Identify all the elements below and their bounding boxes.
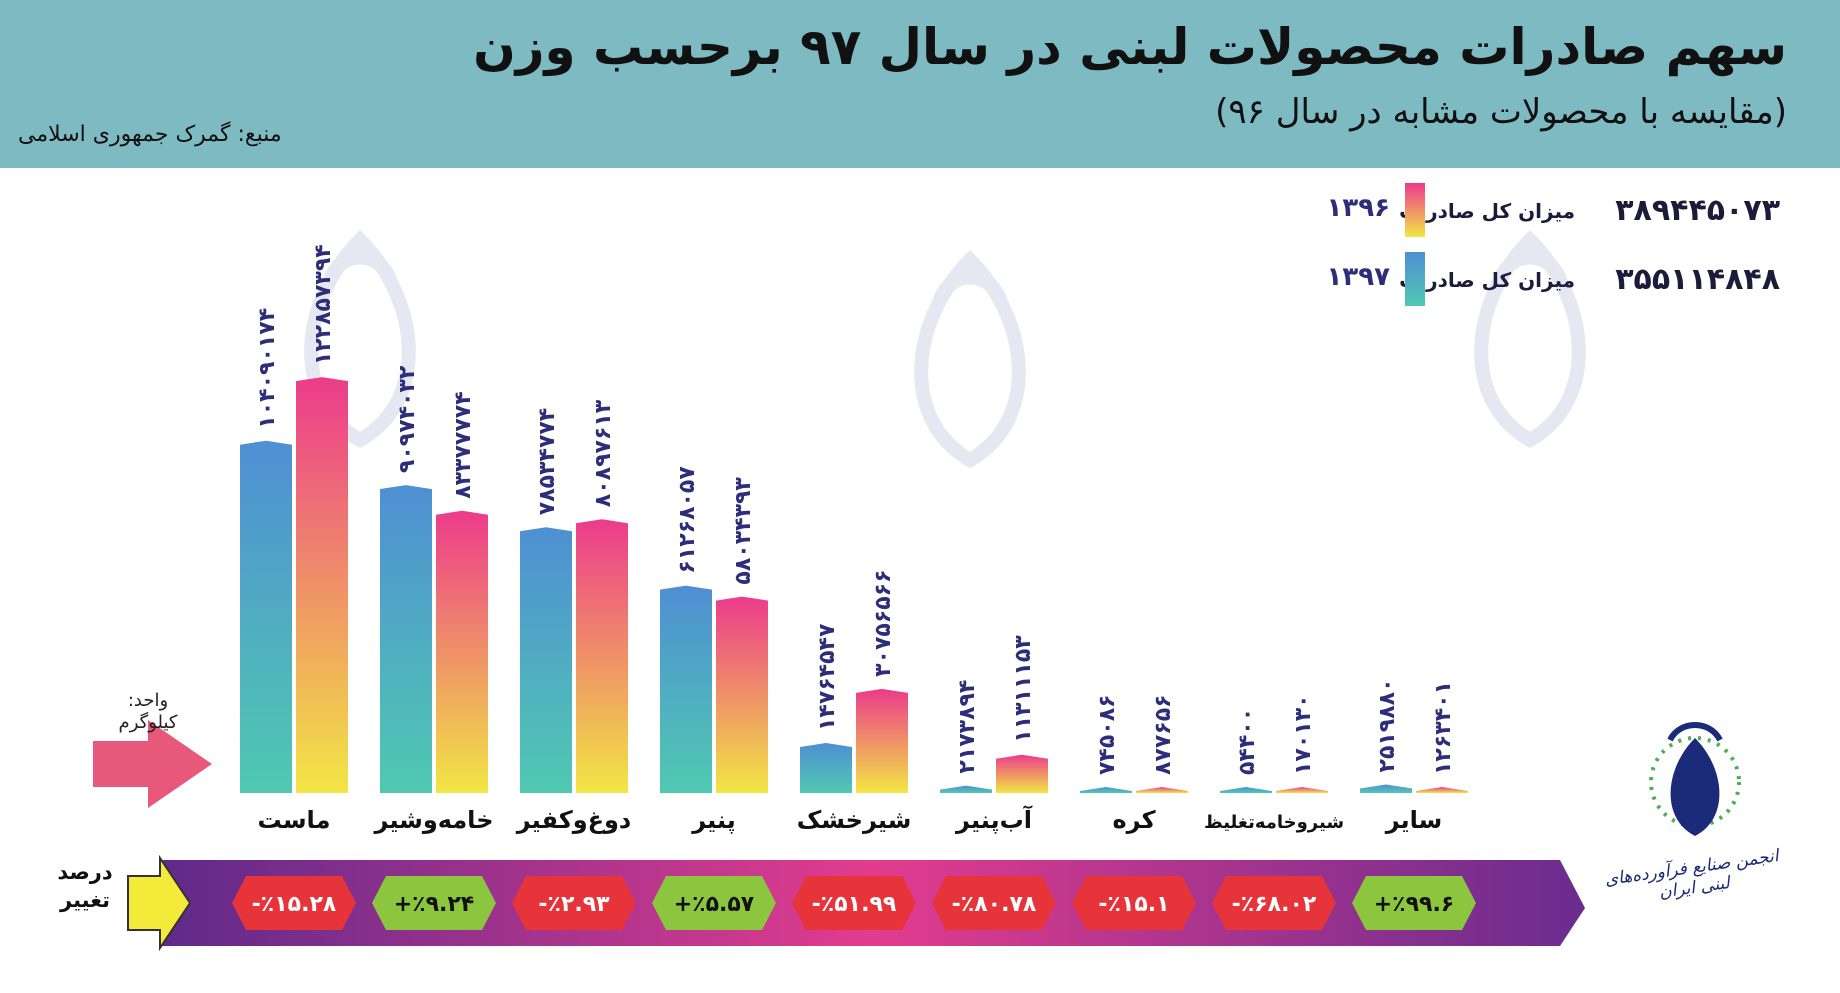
change-badge-negative <box>232 876 356 930</box>
change-arrow-icon <box>127 854 192 952</box>
bar-1397 <box>800 743 852 793</box>
bar-1397 <box>240 440 292 793</box>
bar-1396-value-label: ۱۷۰۱۳۰ <box>1291 694 1316 775</box>
bar-1396 <box>1416 787 1468 793</box>
change-value-label: +٪۵.۵۷ <box>674 892 755 917</box>
change-value-label: -٪۵۱.۹۹ <box>812 892 897 917</box>
change-value-label: -٪۶۸.۰۲ <box>1232 892 1317 917</box>
bar-1397 <box>660 585 712 793</box>
category-label: شیرخشک <box>797 806 912 834</box>
change-label-line1: درصد <box>57 860 113 884</box>
change-badge-positive <box>1352 876 1476 930</box>
bar-1397-value-label: ۷۴۵۰۸۶ <box>1095 694 1120 775</box>
category-label: دوغ‌وکفیر <box>516 806 632 834</box>
change-layer: -٪۱۵.۲۸ +٪۹.۲۴ -٪۲.۹۳ +٪۵.۵۷ -٪۵۱.۹۹ -٪۸۰.۷۸ -… <box>232 876 1476 930</box>
change-badge-negative <box>512 876 636 930</box>
bar-1396-value-label: ۸۷۷۶۵۶ <box>1151 694 1176 775</box>
watermark-emblem-icon <box>304 230 416 449</box>
bar-1397-value-label: ۹۰۹۷۴۰۳۲ <box>395 365 420 473</box>
page-subtitle: (مقایسه با محصولات مشابه در سال ۹۶) <box>1215 92 1787 132</box>
bar-1397 <box>1080 787 1132 793</box>
change-value-label: -٪۱۵.۱ <box>1098 892 1169 917</box>
change-badge-negative <box>1212 876 1336 930</box>
bar-1396 <box>296 377 348 793</box>
unit-label: واحد: کیلوگرم <box>88 690 208 734</box>
change-value-label: -٪۱۵.۲۸ <box>252 892 337 917</box>
bar-1396 <box>1276 787 1328 793</box>
bar-1396 <box>716 596 768 793</box>
bar-1397 <box>1220 787 1272 793</box>
bar-1397 <box>380 485 432 793</box>
bar-1397-value-label: ۲۵۱۹۸۸۰ <box>1375 678 1400 772</box>
bar-1397-value-label: ۲۱۷۳۸۹۴ <box>955 680 980 774</box>
legend-label-1397: میزان کل صادرات <box>1399 268 1575 292</box>
legend-total-1397: ۳۵۵۱۱۴۸۴۸ <box>1615 262 1780 297</box>
bar-1397 <box>1360 784 1412 793</box>
legend-label-1396: میزان کل صادرات <box>1399 199 1575 223</box>
category-label: شیروخامه‌تغلیظ <box>1204 812 1344 833</box>
legend-total-1396: ۳۸۹۴۴۵۰۷۳ <box>1615 193 1780 228</box>
legend-item-1397: ۳۵۵۱۱۴۸۴۸ میزان کل صادرات ۱۳۹۷ <box>1300 252 1800 306</box>
change-label-line2: تغییر <box>60 888 110 912</box>
change-value-label: -٪۸۰.۷۸ <box>952 892 1037 917</box>
change-badge-negative <box>1072 876 1196 930</box>
bar-1397 <box>520 527 572 793</box>
bar-1397-value-label: ۱۰۴۰۹۰۱۷۴ <box>255 308 280 429</box>
watermark-emblem-icon <box>1474 230 1586 449</box>
logo-icon <box>1649 722 1741 836</box>
unit-label-line1: واحد: <box>127 690 169 711</box>
legend-year-1396: ۱۳۹۶ <box>1326 193 1390 223</box>
change-value-label: +٪۹۹.۶ <box>1374 892 1455 917</box>
change-badge-positive <box>372 876 496 930</box>
category-labels-layer: ماست خامه‌وشیر دوغ‌وکفیر پنیر شیرخشک آب‌پنیر ک… <box>258 805 1443 834</box>
bar-1396-value-label: ۱۱۳۱۱۱۵۳ <box>1011 635 1036 743</box>
bar-1396-value-label: ۳۰۷۵۶۵۶۶ <box>871 569 896 676</box>
bars-layer <box>240 377 1468 793</box>
legend-swatch-1396 <box>1405 183 1425 237</box>
bar-1397 <box>940 785 992 793</box>
source-note: منبع: گمرک جمهوری اسلامی <box>18 122 282 147</box>
bar-1397-value-label: ۶۱۲۶۸۰۵۷ <box>675 466 700 574</box>
bar-1396 <box>576 519 628 793</box>
bar-1397-value-label: ۵۴۴۰۰ <box>1235 708 1260 775</box>
legend-item-1396: ۳۸۹۴۴۵۰۷۳ میزان کل صادرات ۱۳۹۶ <box>1300 183 1800 237</box>
bar-1397-value-label: ۱۴۷۶۴۵۴۷ <box>815 623 840 731</box>
bar-1396 <box>1136 787 1188 793</box>
change-value-label: -٪۲.۹۳ <box>538 892 610 917</box>
bar-1396-value-label: ۵۸۰۳۴۳۹۳ <box>731 477 756 585</box>
bar-1396 <box>996 754 1048 793</box>
category-label: سایر <box>1385 806 1443 834</box>
bar-1397-value-label: ۷۸۵۳۴۷۷۴ <box>535 408 560 515</box>
unit-arrow-icon <box>93 720 212 808</box>
page-title: سهم صادرات محصولات لبنی در سال ۹۷ برحسب … <box>473 18 1787 76</box>
unit-label-line2: کیلوگرم <box>118 712 178 733</box>
watermark-emblem-icon <box>914 250 1026 469</box>
value-labels-layer: ۱۰۴۰۹۰۱۷۴ ۱۲۲۸۵۷۳۹۴ ۹۰۹۷۴۰۳۲ ۸۳۳۷۷۷۷۴ ۷۸۵۳۴۷… <box>255 244 1456 775</box>
bar-1396-value-label: ۱۲۶۳۴۰۱ <box>1431 681 1456 775</box>
category-label: پنیر <box>691 806 736 834</box>
bar-1396 <box>436 510 488 793</box>
legend-year-1397: ۱۳۹۷ <box>1326 262 1390 292</box>
bar-1396 <box>856 688 908 793</box>
category-label: کره <box>1112 806 1155 834</box>
category-label: خامه‌وشیر <box>374 806 494 834</box>
change-badge-negative <box>792 876 916 930</box>
watermark-group <box>304 230 1586 469</box>
change-badge-negative <box>932 876 1056 930</box>
bar-1396-value-label: ۸۳۳۷۷۷۷۴ <box>451 391 476 498</box>
category-label: ماست <box>258 806 331 834</box>
header-banner: سهم صادرات محصولات لبنی در سال ۹۷ برحسب … <box>0 0 1840 168</box>
category-label: آب‌پنیر <box>955 805 1033 834</box>
bar-1396-value-label: ۱۲۲۸۵۷۳۹۴ <box>311 244 336 365</box>
bar-1396-value-label: ۸۰۸۹۷۶۱۳ <box>591 399 616 507</box>
legend-swatch-1397 <box>1405 252 1425 306</box>
change-label: درصد تغییر <box>40 858 130 914</box>
change-badge-positive <box>652 876 776 930</box>
change-value-label: +٪۹.۲۴ <box>394 892 475 917</box>
